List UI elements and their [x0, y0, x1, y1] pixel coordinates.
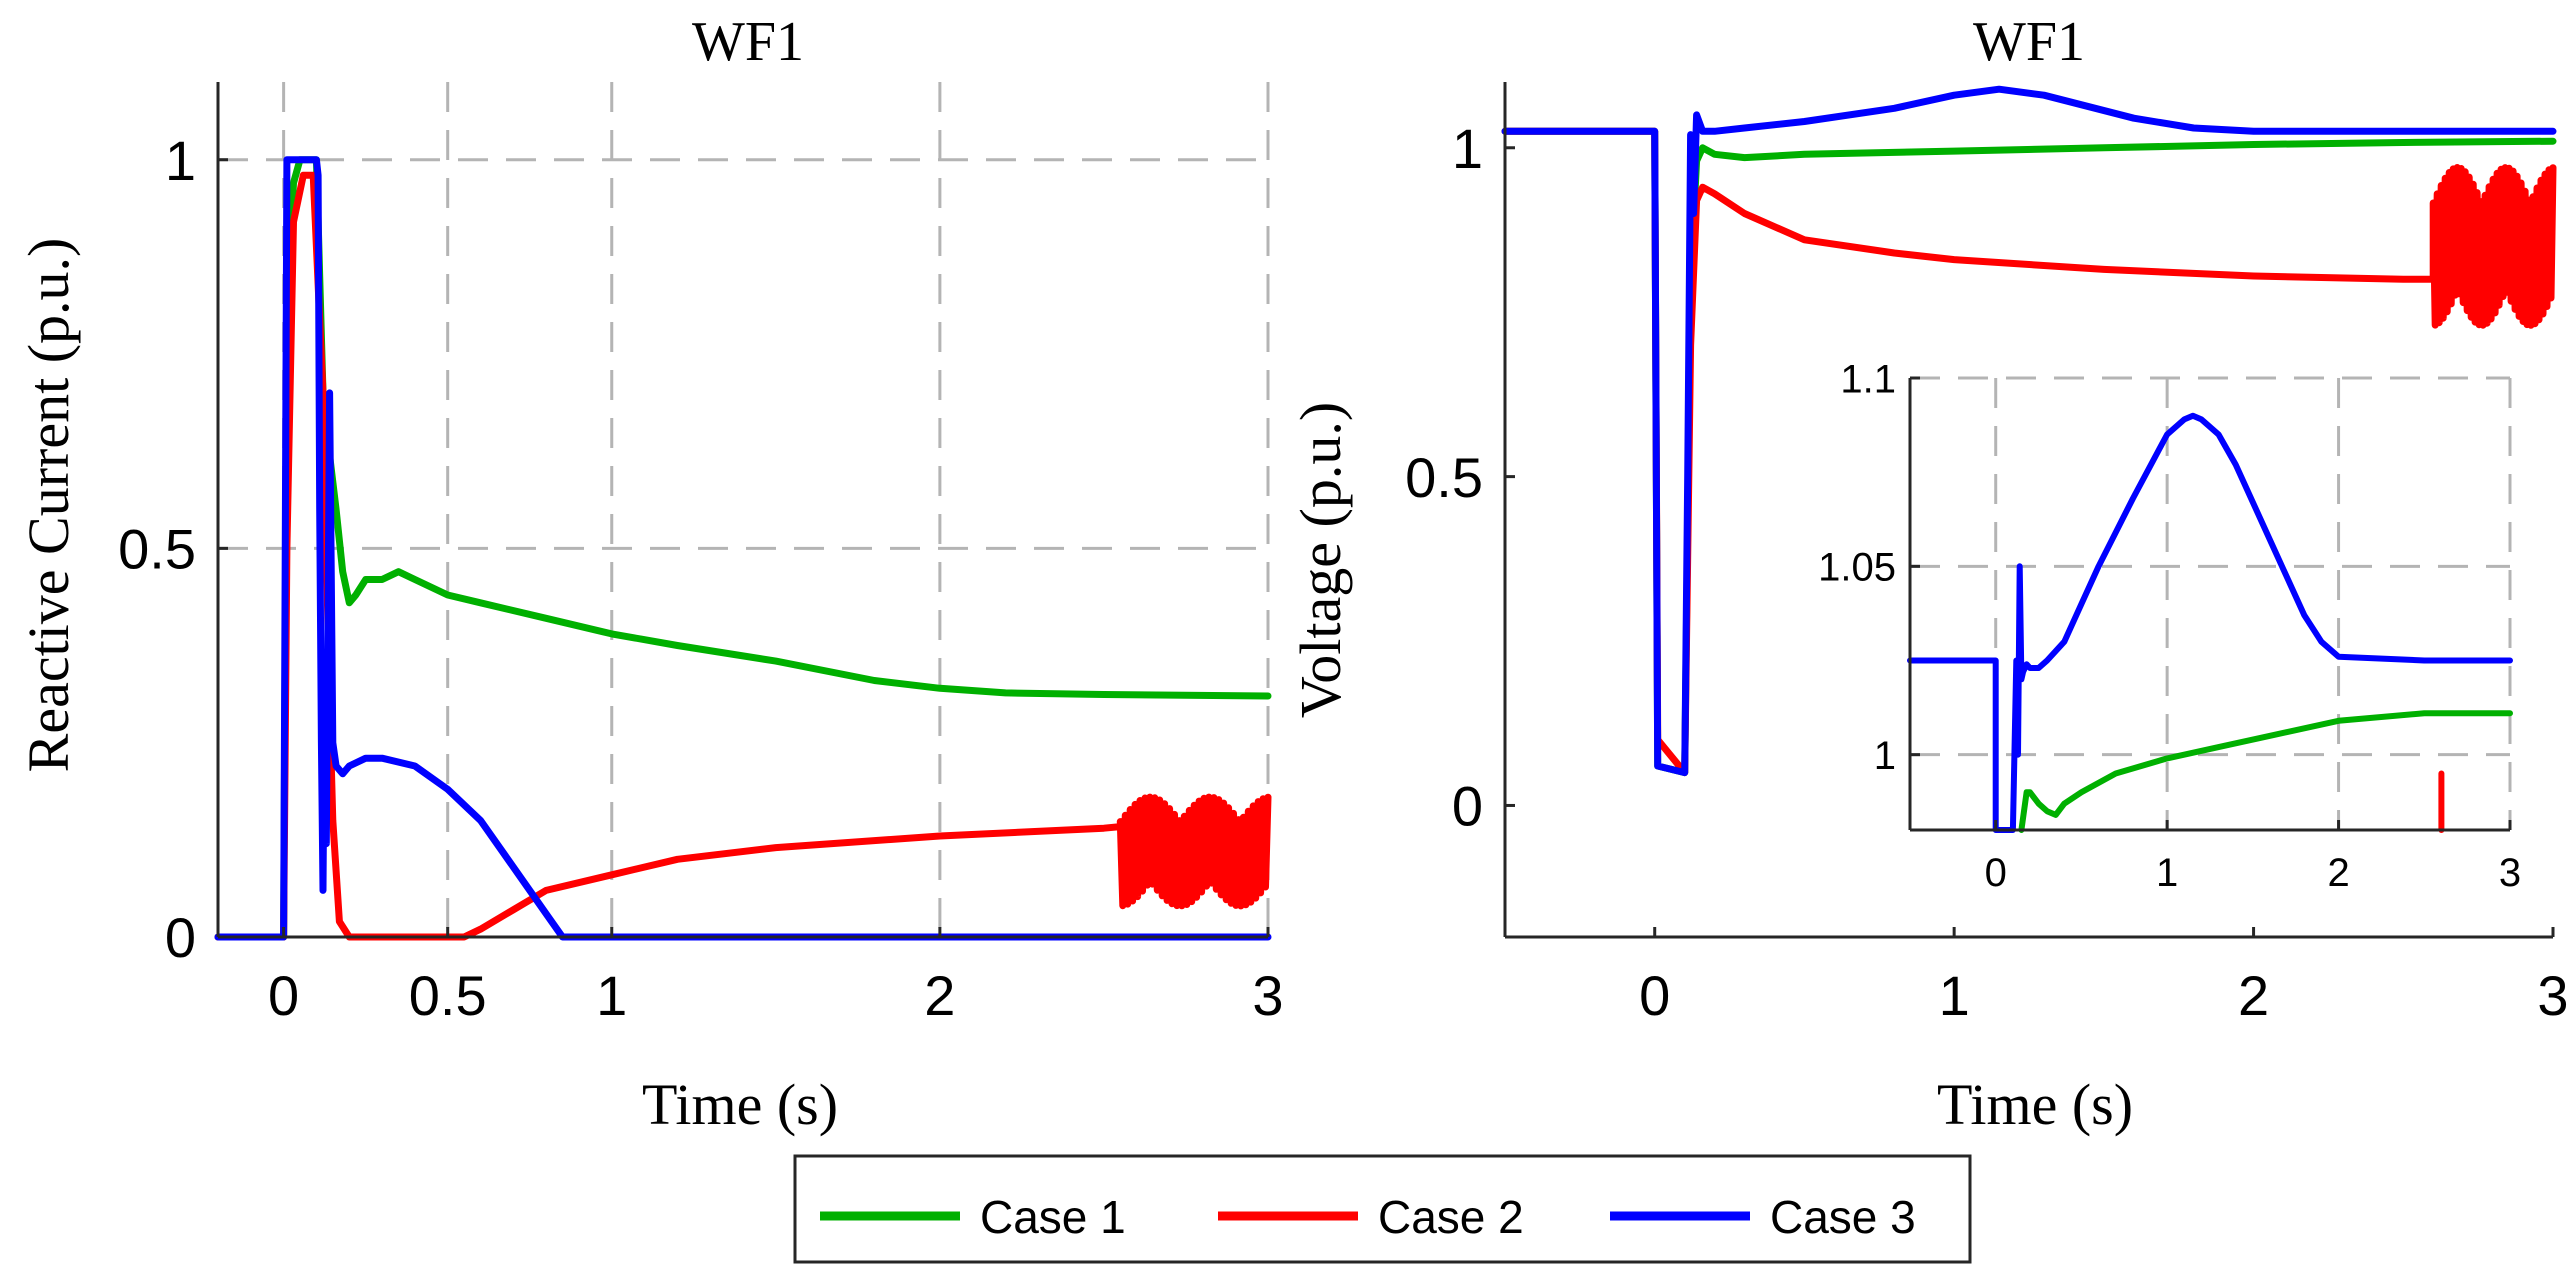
left-chart: WF1 0 0.5 1 2 3 0 0.5 1 Time (s) Reactive Curre… — [16, 11, 1284, 1137]
left-ytick-label: 1 — [165, 129, 196, 192]
left-series-line-case2 — [214, 171, 1272, 941]
left-xtick-label: 2 — [924, 964, 955, 1027]
inset-xtick-label: 0 — [1985, 851, 2007, 895]
left-ytick-label: 0.5 — [118, 518, 196, 581]
legend-box — [793, 1154, 1972, 1264]
left-series-line-case3 — [214, 156, 1272, 941]
legend-label-case1: Case 1 — [980, 1191, 1126, 1243]
right-ytick-label: 1 — [1452, 117, 1483, 180]
right-series-line-case3 — [1501, 85, 2557, 777]
inset-ytick-label: 1.05 — [1818, 546, 1896, 590]
inset-xtick-label: 3 — [2499, 851, 2521, 895]
legend-label-case2: Case 2 — [1378, 1191, 1524, 1243]
right-series-group — [1501, 85, 2557, 777]
right-xtick-label: 3 — [2537, 964, 2568, 1027]
right-ytick-label: 0.5 — [1405, 446, 1483, 509]
inset-series-line-case1 — [2018, 710, 2513, 833]
inset-tick-labels: 0 1 2 3 1 1.05 1.1 — [1818, 357, 2521, 895]
left-chart-title: WF1 — [692, 11, 804, 73]
right-xtick-label: 2 — [2238, 964, 2269, 1027]
inset-grid — [1910, 376, 2512, 830]
inset-xtick-label: 2 — [2327, 851, 2349, 895]
left-xtick-label: 0.5 — [409, 964, 487, 1027]
right-ytick-label: 0 — [1452, 775, 1483, 838]
inset-background — [1910, 378, 2510, 830]
right-xtick-label: 0 — [1639, 964, 1670, 1027]
right-xtick-label: 1 — [1939, 964, 1970, 1027]
left-axes — [216, 82, 1268, 939]
inset-ytick-label: 1 — [1874, 734, 1896, 778]
left-ytick-label: 0 — [165, 906, 196, 969]
left-xtick-label: 3 — [1252, 964, 1283, 1027]
inset-chart: 0 1 2 3 1 1.05 1.1 — [1818, 357, 2521, 895]
left-xtick-label: 0 — [268, 964, 299, 1027]
left-tick-labels: 0 0.5 1 2 3 0 0.5 1 — [118, 129, 1283, 1027]
right-series-line-case2 — [1501, 127, 2557, 777]
left-xlabel: Time (s) — [642, 1072, 838, 1137]
left-xtick-label: 1 — [596, 964, 627, 1027]
right-axes — [1503, 82, 2553, 939]
right-tick-labels: 0 1 2 3 0 0.5 1 — [1405, 117, 2568, 1027]
left-ylabel: Reactive Current (p.u.) — [16, 238, 81, 773]
right-ylabel: Voltage (p.u.) — [1288, 402, 1353, 718]
right-chart: WF1 0 1 2 3 0 0.5 1 Time (s) Voltage (p.u.) 0 1… — [1288, 11, 2569, 1137]
inset-ytick-label: 1.1 — [1840, 357, 1896, 401]
legend-label-case3: Case 3 — [1770, 1191, 1916, 1243]
left-series-group — [214, 156, 1272, 941]
inset-xtick-label: 1 — [2156, 851, 2178, 895]
right-xlabel: Time (s) — [1937, 1072, 2133, 1137]
left-grid — [218, 82, 1270, 939]
legend: Case 1 Case 2 Case 3 — [793, 1154, 1972, 1264]
right-chart-title: WF1 — [1973, 11, 2085, 73]
